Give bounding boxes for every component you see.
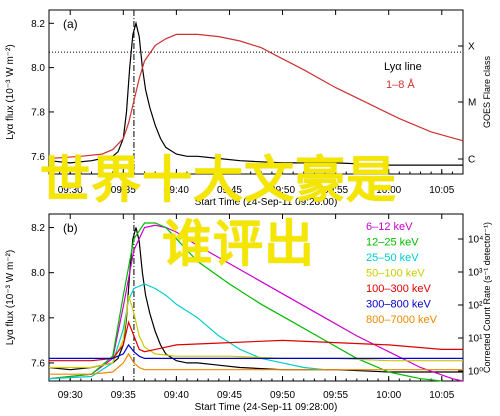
y2-tick-label: 10¹ — [468, 334, 483, 345]
series-line-6-12-kev — [48, 224, 464, 382]
x-tick-label: 09:30 — [58, 185, 83, 196]
panel-a: 09:30 09:35 09:40 09:45 09:50 09:55 10:00 10:05… — [5, 9, 492, 208]
legend-entry: 6–12 keV — [366, 221, 413, 233]
panel-b: 09:30 09:35 09:40 09:45 09:50 09:55 10:00 10:05… — [5, 213, 492, 413]
y-tick-label: 7.6 — [31, 358, 45, 369]
legend-entry: Lyα line — [384, 61, 422, 73]
series-line-1-8 — [48, 33, 464, 160]
x-tick-label: 09:55 — [323, 390, 348, 401]
y2-tick-label: 10⁰ — [468, 367, 483, 378]
y-tick-label: 8.2 — [31, 223, 45, 234]
y-tick-label: 7.8 — [31, 313, 45, 324]
y-tick-label: 8.0 — [31, 268, 45, 279]
series-line-12-25-kev — [48, 222, 442, 382]
y-tick-label: 7.6 — [31, 152, 45, 163]
x-tick-label: 09:40 — [164, 185, 189, 196]
x-tick-label: 10:00 — [376, 390, 401, 401]
x-axis-label: Start Time (24-Sep-11 09:28:00) — [195, 197, 338, 208]
overlay-title-line-1: 世界十大文豪是 — [40, 151, 397, 209]
y2-tick-label: C — [468, 155, 475, 166]
y2-tick-label: 10⁴ — [468, 235, 483, 246]
y2-axis-label: GOES Flare class — [482, 55, 492, 128]
y2-tick-label: X — [468, 42, 475, 53]
y-tick-label: 8.0 — [31, 63, 45, 74]
x-tick-label: 10:05 — [429, 390, 454, 401]
series-line-800-7000-kev — [49, 352, 463, 375]
plot-frame — [48, 9, 464, 175]
panel-label: (a) — [63, 17, 78, 31]
y-axis-label: Lyα flux (10⁻³ W m⁻²) — [5, 250, 16, 345]
overlay-title-line-2: 谁评出 — [162, 215, 315, 273]
series-line-ly-flux — [48, 227, 463, 373]
series-line-25-50-kev — [48, 283, 326, 380]
legend-entry: 12–25 keV — [366, 237, 419, 249]
x-tick-label: 10:00 — [376, 185, 401, 196]
x-tick-label: 10:05 — [429, 185, 454, 196]
x-tick-label: 09:30 — [58, 390, 83, 401]
x-tick-label: 09:55 — [323, 185, 348, 196]
y2-tick-label: 10³ — [468, 268, 483, 279]
y-axis-label: Lyα flux (10⁻³ W m⁻²) — [5, 44, 16, 139]
series-line-300-800-kev — [49, 343, 463, 359]
y2-tick-label: M — [468, 98, 476, 109]
series-line-100-300-kev — [49, 320, 463, 362]
series-line-ly-line — [48, 20, 463, 166]
x-tick-label: 09:35 — [111, 390, 136, 401]
x-tick-label: 09:50 — [270, 390, 295, 401]
x-tick-label: 09:45 — [217, 185, 242, 196]
x-tick-label: 09:50 — [270, 185, 295, 196]
y2-tick-label: 10² — [468, 301, 483, 312]
legend-entry: 50–100 keV — [366, 268, 425, 280]
y2-axis-label: Corrected Count Rate (s⁻¹ detector⁻¹) — [482, 222, 492, 373]
x-tick-label: 09:40 — [164, 390, 189, 401]
legend-entry: 1–8 Å — [386, 78, 415, 91]
x-axis-label: Start Time (24-Sep-11 09:28:00) — [195, 402, 338, 413]
y-tick-label: 7.8 — [31, 107, 45, 118]
x-tick-label: 09:35 — [111, 185, 136, 196]
y-tick-label: 8.2 — [31, 19, 45, 30]
legend-entry: 100–300 keV — [366, 283, 431, 295]
plot-frame — [48, 213, 464, 382]
legend-entry: 300–800 keV — [366, 299, 431, 311]
legend-entry: 800–7000 keV — [366, 314, 438, 326]
x-tick-label: 09:45 — [217, 390, 242, 401]
legend-entry: 25–50 keV — [366, 252, 419, 264]
panel-label: (b) — [63, 221, 78, 235]
